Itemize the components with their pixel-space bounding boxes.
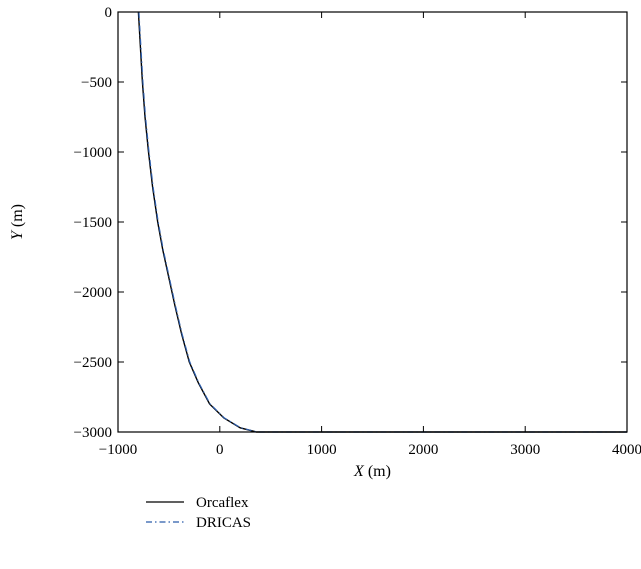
y-tick-label: 0 xyxy=(105,5,113,21)
y-tick-label: −1000 xyxy=(74,145,112,161)
y-tick-label: −2500 xyxy=(74,355,112,371)
x-tick-label: 4000 xyxy=(612,442,641,458)
series-line-dricas xyxy=(138,11,627,433)
x-tick-label: 2000 xyxy=(408,442,438,458)
y-axis-label: Y (m) xyxy=(9,204,26,240)
x-axis-ticks: −1000 0 1000 2000 3000 4000 xyxy=(99,12,641,458)
series-line-orcaflex xyxy=(137,11,627,433)
x-axis-symbol: X xyxy=(353,463,365,480)
legend-label-orcaflex: Orcaflex xyxy=(196,495,249,511)
plot-frame xyxy=(117,11,628,433)
x-tick-label: 3000 xyxy=(510,442,540,458)
legend: Orcaflex DRICAS xyxy=(146,495,251,531)
x-axis-unit: (m) xyxy=(368,463,391,480)
series-layer xyxy=(137,11,627,433)
x-tick-label: −1000 xyxy=(99,442,137,458)
y-axis-ticks: 0 −500 −1000 −1500 −2000 −2500 −3000 xyxy=(74,5,627,441)
x-tick-label: 1000 xyxy=(307,442,337,458)
y-tick-label: −3000 xyxy=(74,425,112,441)
y-tick-label: −500 xyxy=(81,75,112,91)
y-tick-label: −1500 xyxy=(74,215,112,231)
legend-label-dricas: DRICAS xyxy=(196,515,251,531)
y-tick-label: −2000 xyxy=(74,285,112,301)
x-tick-label: 0 xyxy=(216,442,224,458)
x-axis-label: X (m) xyxy=(353,463,391,480)
y-axis-unit: (m) xyxy=(9,204,26,227)
y-axis-symbol: Y xyxy=(9,229,26,240)
